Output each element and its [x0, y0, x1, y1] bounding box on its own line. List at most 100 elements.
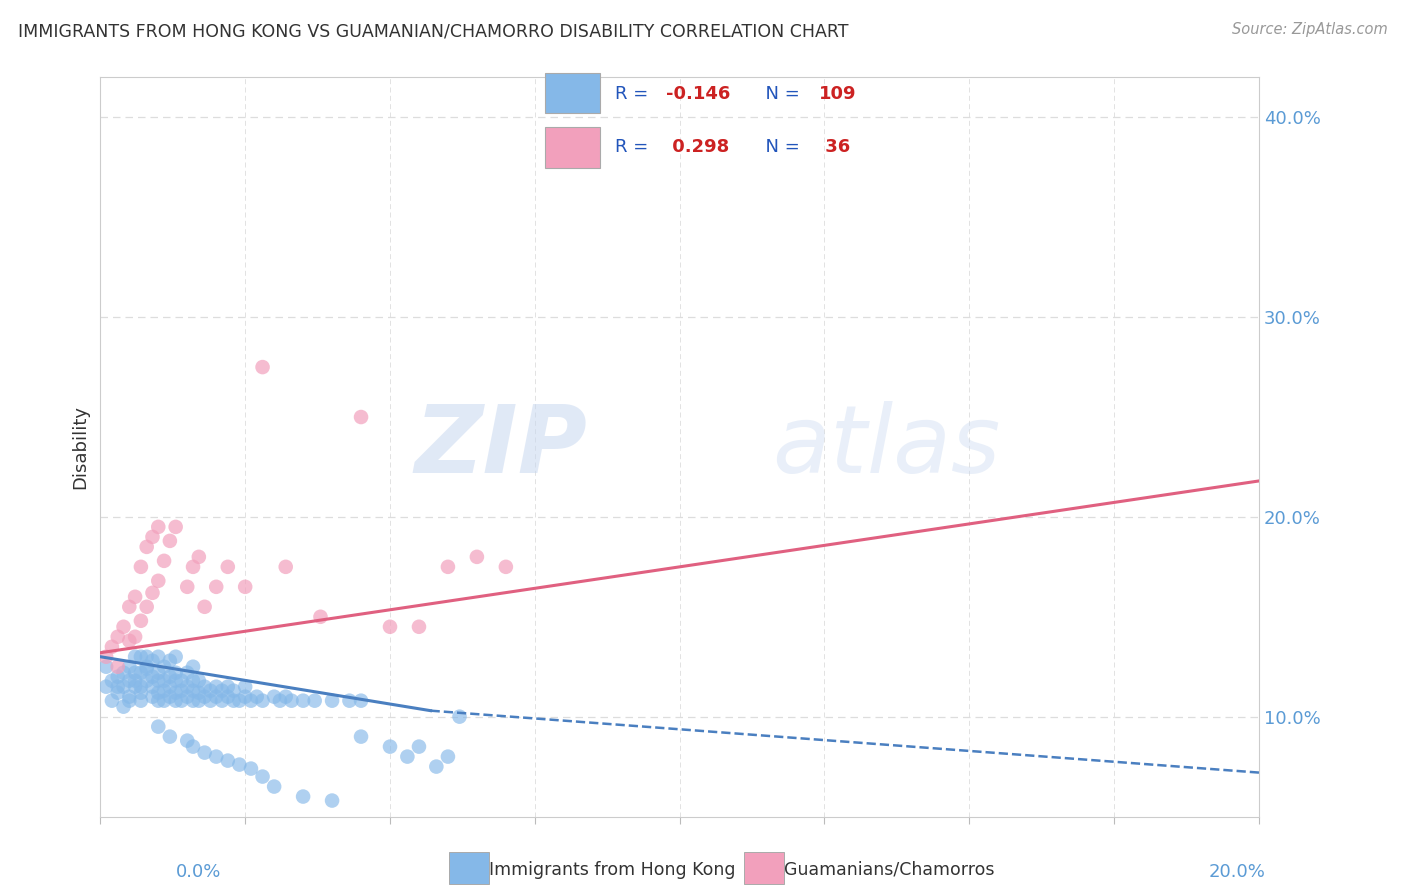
- Point: [274, 559, 297, 574]
- Point: [118, 673, 141, 688]
- Point: [280, 694, 302, 708]
- Point: [228, 757, 250, 772]
- Text: IMMIGRANTS FROM HONG KONG VS GUAMANIAN/CHAMORRO DISABILITY CORRELATION CHART: IMMIGRANTS FROM HONG KONG VS GUAMANIAN/C…: [18, 22, 849, 40]
- Point: [187, 694, 209, 708]
- Point: [292, 694, 315, 708]
- Point: [153, 673, 176, 688]
- Point: [159, 533, 181, 548]
- Point: [118, 659, 141, 673]
- Point: [181, 694, 204, 708]
- Point: [233, 680, 256, 694]
- Point: [200, 683, 222, 698]
- Point: [205, 690, 228, 704]
- Point: [205, 749, 228, 764]
- Point: [194, 599, 217, 614]
- Point: [408, 739, 430, 754]
- Point: [165, 686, 187, 700]
- Point: [217, 754, 239, 768]
- Point: [141, 670, 163, 684]
- Text: atlas: atlas: [772, 401, 1001, 492]
- Point: [165, 665, 187, 680]
- Point: [148, 520, 170, 534]
- Text: -0.146: -0.146: [666, 85, 730, 103]
- Point: [148, 686, 170, 700]
- Point: [252, 770, 274, 784]
- Point: [118, 599, 141, 614]
- Point: [239, 694, 262, 708]
- Y-axis label: Disability: Disability: [72, 405, 89, 489]
- Point: [228, 694, 250, 708]
- Point: [321, 694, 343, 708]
- Point: [129, 686, 152, 700]
- Point: [141, 690, 163, 704]
- Point: [159, 680, 181, 694]
- Point: [252, 694, 274, 708]
- Point: [141, 680, 163, 694]
- Point: [159, 690, 181, 704]
- Point: [205, 580, 228, 594]
- Point: [437, 749, 460, 764]
- Point: [176, 733, 198, 747]
- Point: [112, 699, 135, 714]
- Point: [465, 549, 488, 564]
- Text: R =: R =: [614, 85, 654, 103]
- Text: 20.0%: 20.0%: [1209, 863, 1265, 881]
- Point: [107, 686, 129, 700]
- Point: [350, 730, 373, 744]
- Point: [239, 762, 262, 776]
- Point: [118, 690, 141, 704]
- Point: [321, 793, 343, 807]
- Point: [159, 654, 181, 668]
- Point: [425, 759, 447, 773]
- Point: [94, 680, 117, 694]
- Point: [211, 694, 233, 708]
- Point: [408, 620, 430, 634]
- Point: [181, 659, 204, 673]
- Point: [124, 673, 146, 688]
- Text: N =: N =: [754, 85, 806, 103]
- FancyBboxPatch shape: [546, 128, 600, 168]
- Point: [378, 739, 401, 754]
- Point: [148, 720, 170, 734]
- Text: Source: ZipAtlas.com: Source: ZipAtlas.com: [1232, 22, 1388, 37]
- Point: [269, 694, 291, 708]
- Point: [181, 683, 204, 698]
- Point: [292, 789, 315, 804]
- Point: [148, 574, 170, 588]
- Point: [124, 590, 146, 604]
- Point: [200, 694, 222, 708]
- Point: [153, 659, 176, 673]
- Point: [141, 654, 163, 668]
- Text: 0.0%: 0.0%: [176, 863, 221, 881]
- Point: [449, 709, 471, 723]
- Point: [129, 680, 152, 694]
- Point: [170, 694, 193, 708]
- Point: [135, 540, 157, 554]
- Point: [194, 746, 217, 760]
- Point: [176, 680, 198, 694]
- Point: [148, 673, 170, 688]
- Point: [153, 683, 176, 698]
- Point: [217, 690, 239, 704]
- Point: [222, 683, 245, 698]
- Point: [309, 609, 332, 624]
- Text: 109: 109: [820, 85, 856, 103]
- Point: [107, 680, 129, 694]
- Text: R =: R =: [614, 138, 654, 156]
- Point: [194, 680, 217, 694]
- Text: ZIP: ZIP: [415, 401, 586, 493]
- Point: [274, 690, 297, 704]
- Point: [246, 690, 269, 704]
- Point: [165, 673, 187, 688]
- Point: [124, 680, 146, 694]
- Point: [170, 673, 193, 688]
- Point: [129, 665, 152, 680]
- Point: [112, 665, 135, 680]
- Text: 0.298: 0.298: [666, 138, 730, 156]
- Point: [378, 620, 401, 634]
- Point: [153, 554, 176, 568]
- Point: [339, 694, 361, 708]
- Point: [181, 673, 204, 688]
- Point: [141, 530, 163, 544]
- Point: [112, 620, 135, 634]
